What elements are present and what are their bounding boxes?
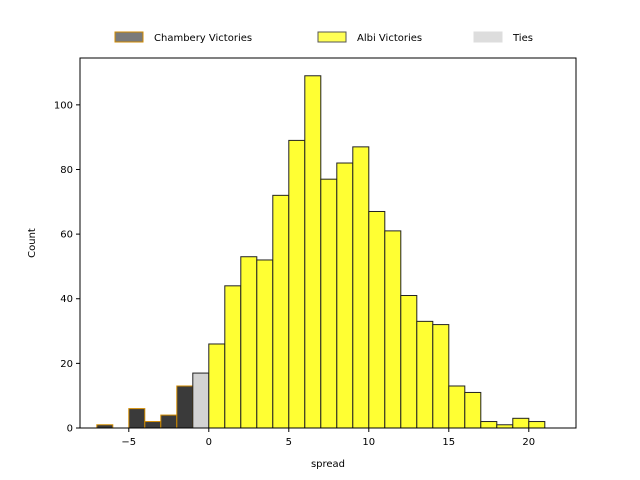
plot-frame	[79, 57, 577, 429]
bar-albi-victories-3	[256, 259, 274, 429]
bar-albi-victories-19	[512, 417, 530, 429]
y-tick-label-3: 60	[60, 230, 73, 241]
bar-albi-victories-0	[208, 343, 226, 429]
bar-albi-victories-11	[384, 230, 402, 429]
legend: Chambery Victories Albi Victories Ties	[114, 31, 533, 44]
y-tick-label-5: 100	[54, 100, 73, 111]
y-tick-label-2: 40	[60, 294, 73, 305]
x-tick-label-4: 15	[442, 437, 455, 448]
bar-chambery-victories-4	[176, 385, 194, 429]
bar-albi-victories-12	[400, 295, 418, 429]
bar-albi-victories-4	[272, 194, 290, 429]
bar-albi-victories-9	[352, 146, 370, 429]
bar-albi-victories-6	[304, 75, 322, 429]
bar-albi-victories-13	[416, 320, 434, 429]
y-tick-label-4: 80	[60, 165, 73, 176]
bar-albi-victories-2	[240, 256, 258, 429]
legend-swatch-albi-victories	[317, 31, 347, 43]
y-tick-label-1: 20	[60, 359, 73, 370]
x-axis: −5 0 5 10 15 20	[121, 428, 535, 448]
bar-albi-victories-20	[528, 421, 546, 429]
legend-label-chambery-victories: Chambery Victories	[154, 33, 252, 44]
bar-albi-victories-14	[432, 324, 450, 429]
y-tick-label-0: 0	[67, 424, 73, 435]
x-tick-label-3: 10	[362, 437, 375, 448]
x-tick-label-1: 0	[206, 437, 212, 448]
bar-albi-victories-1	[224, 285, 242, 429]
y-axis-label: Count	[27, 228, 38, 258]
x-tick-label-5: 20	[522, 437, 535, 448]
legend-swatch-chambery-victories	[114, 31, 144, 43]
bar-chambery-victories-3	[160, 414, 178, 429]
bar-albi-victories-10	[368, 210, 386, 429]
x-axis-label: spread	[311, 459, 345, 470]
bar-chambery-victories-1	[128, 408, 146, 429]
bar-albi-victories-17	[480, 421, 498, 429]
legend-label-albi-victories: Albi Victories	[357, 33, 422, 44]
y-axis: 0 20 40 60 80 100	[54, 100, 80, 435]
legend-swatch-ties	[473, 31, 503, 43]
bar-ties-0	[192, 372, 210, 429]
bar-albi-victories-8	[336, 162, 354, 429]
bar-albi-victories-7	[320, 178, 338, 429]
bar-albi-victories-16	[464, 391, 482, 429]
bars-layer	[96, 75, 546, 429]
bar-chambery-victories-2	[144, 421, 162, 429]
bar-albi-victories-15	[448, 385, 466, 429]
legend-label-ties: Ties	[512, 33, 533, 44]
x-tick-label-0: −5	[121, 437, 136, 448]
x-tick-label-2: 5	[286, 437, 292, 448]
bar-albi-victories-5	[288, 139, 306, 429]
